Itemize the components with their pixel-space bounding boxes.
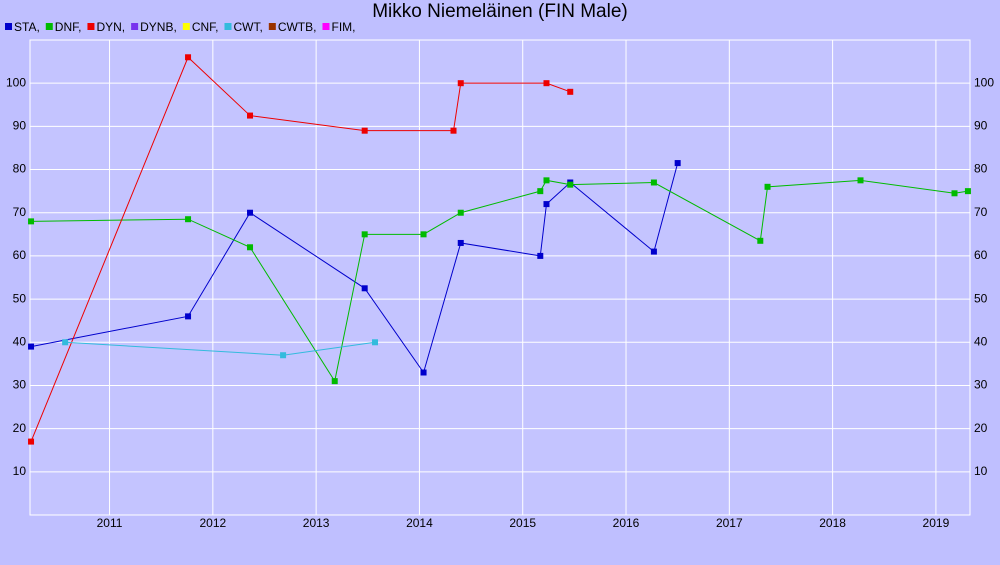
series-line	[30, 56, 571, 442]
legend-label: STA,	[14, 20, 40, 34]
data-point	[185, 216, 192, 223]
y2-tick-label: 80	[974, 162, 988, 176]
data-point	[420, 231, 427, 238]
x-tick-label: 2019	[923, 516, 950, 530]
legend-swatch	[45, 23, 53, 30]
y-tick-label: 70	[13, 205, 27, 219]
legend-label: CWT,	[233, 20, 262, 34]
y2-tick-label: 60	[974, 248, 988, 262]
data-point	[62, 339, 69, 346]
y2-tick-label: 70	[974, 205, 988, 219]
data-point	[543, 177, 550, 184]
y-tick-label: 80	[13, 162, 27, 176]
x-tick-label: 2016	[613, 516, 640, 530]
data-point	[964, 188, 971, 195]
data-point	[361, 285, 368, 292]
y2-tick-label: 100	[974, 75, 994, 89]
y-tick-label: 50	[13, 291, 27, 305]
data-point	[185, 313, 192, 320]
plot-area	[29, 39, 971, 516]
y-tick-label: 100	[6, 75, 26, 89]
data-point	[674, 160, 681, 167]
data-point	[247, 244, 254, 251]
y-tick-label: 40	[13, 334, 27, 348]
data-point	[543, 201, 550, 208]
data-point	[567, 181, 574, 188]
data-point	[457, 239, 464, 246]
data-point	[247, 112, 254, 119]
data-point	[537, 188, 544, 195]
legend-label: DNF,	[55, 20, 82, 34]
legend-swatch	[5, 23, 12, 30]
x-tick-label: 2018	[819, 516, 846, 530]
data-point	[757, 237, 764, 244]
data-point	[650, 179, 657, 186]
data-point	[331, 378, 338, 385]
y-tick-label: 60	[13, 248, 27, 262]
data-point	[543, 80, 550, 87]
x-tick-label: 2013	[303, 516, 330, 530]
data-point	[457, 209, 464, 216]
x-tick-label: 2011	[97, 516, 123, 530]
legend-label: DYNB,	[140, 20, 177, 34]
y2-tick-label: 50	[974, 291, 988, 305]
y2-tick-label: 90	[974, 119, 988, 133]
data-point	[361, 127, 368, 134]
series-line	[31, 179, 969, 383]
data-point	[764, 183, 771, 190]
y2-tick-label: 30	[974, 378, 988, 392]
x-tick-label: 2015	[509, 516, 536, 530]
y-tick-label: 90	[13, 119, 27, 133]
x-tick-label: 2017	[716, 516, 743, 530]
data-point	[372, 339, 379, 346]
data-point	[857, 177, 864, 184]
legend-swatch	[87, 23, 95, 30]
legend-label: CNF,	[192, 20, 219, 34]
data-point	[28, 438, 35, 445]
data-point	[28, 343, 35, 350]
legend-label: DYN,	[96, 20, 125, 34]
data-point	[28, 218, 35, 225]
legend-swatch	[322, 23, 330, 30]
x-tick-label: 2014	[406, 516, 433, 530]
legend-swatch	[224, 23, 232, 30]
data-point	[650, 248, 657, 255]
data-point	[537, 252, 544, 259]
legend-label: FIM,	[331, 20, 355, 34]
y2-tick-label: 10	[974, 464, 988, 478]
data-point	[567, 88, 574, 95]
legend-swatch	[131, 23, 139, 30]
chart-title: Mikko Niemeläinen (FIN Male)	[372, 1, 628, 22]
y2-tick-label: 20	[974, 421, 988, 435]
x-tick-label: 2012	[199, 516, 226, 530]
y-tick-label: 20	[13, 421, 27, 435]
data-point	[951, 190, 958, 197]
data-point	[457, 80, 464, 87]
y2-tick-label: 40	[974, 334, 988, 348]
data-point	[420, 369, 427, 376]
data-point	[185, 54, 192, 61]
data-point	[361, 231, 368, 238]
legend-swatch	[268, 23, 276, 30]
y-tick-label: 10	[13, 464, 27, 478]
data-point	[247, 209, 254, 216]
data-point	[450, 127, 457, 134]
data-point	[280, 352, 287, 359]
legend-swatch	[182, 23, 190, 30]
y-tick-label: 30	[13, 378, 27, 392]
legend-label: CWTB,	[278, 20, 317, 34]
